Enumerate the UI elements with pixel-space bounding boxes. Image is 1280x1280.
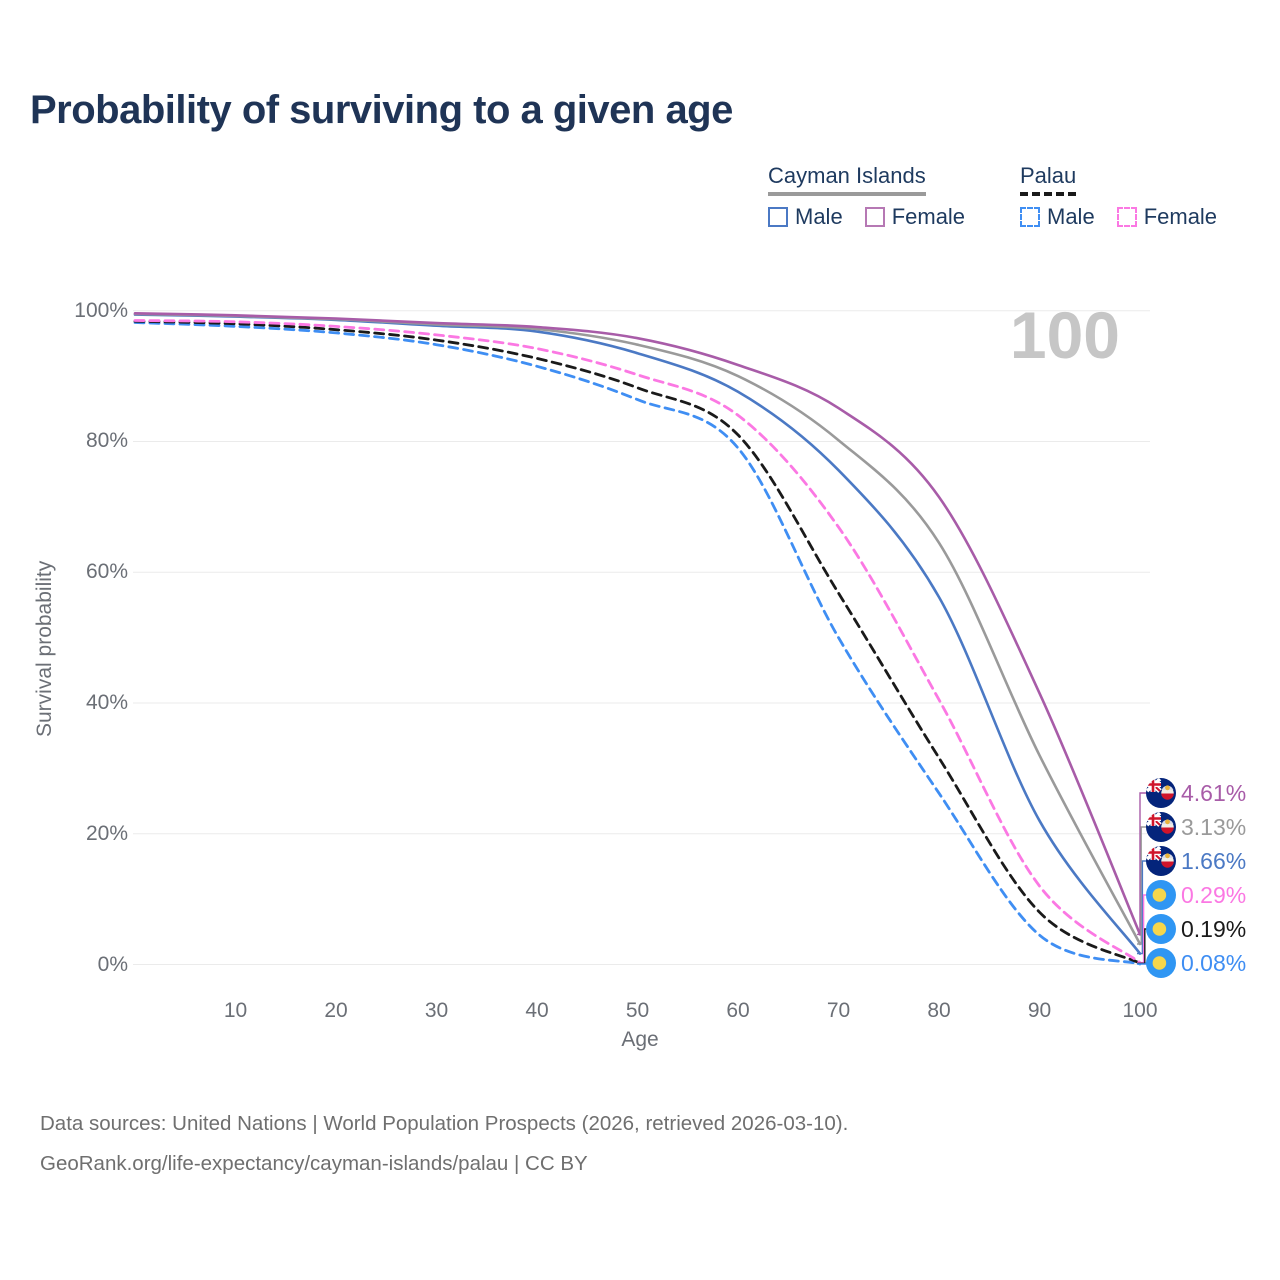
x-axis-tick-label: 70 [826, 999, 851, 1022]
palau-flag-icon [1146, 914, 1176, 944]
leader-line [1137, 860, 1149, 955]
y-axis-tick-label: 80% [85, 429, 128, 453]
y-axis-tick-label: 20% [85, 821, 128, 845]
x-axis-tick-label: 60 [726, 999, 750, 1022]
cayman-islands-flag-icon [1146, 778, 1176, 808]
end-label-value: 0.08% [1181, 949, 1247, 976]
end-label-palau-female: 0.29% [1146, 879, 1246, 911]
y-axis-tick-label: 40% [85, 690, 128, 714]
end-label-value: 4.61% [1181, 779, 1247, 806]
legend-item-label: Female [891, 204, 966, 229]
legend-item-palau-female[interactable]: Female [1116, 204, 1218, 230]
legend-item-label: Male [795, 204, 843, 229]
data-source-line-1: Data sources: United Nations | World Pop… [40, 1112, 849, 1135]
dashed-line-swatch-icon [1020, 207, 1040, 227]
end-label-palau-male: 0.08% [1146, 947, 1246, 979]
legend-group-palau: Palau Male Female [1020, 163, 1217, 230]
legend-item-label: Male [1047, 204, 1095, 229]
dashed-line-swatch-icon [1116, 207, 1137, 227]
legend-item-palau-male[interactable]: Male [1020, 204, 1095, 230]
legend-group-title-cayman-islands[interactable]: Cayman Islands [768, 163, 926, 196]
end-label-cayman-islands-female: 4.61% [1146, 777, 1246, 809]
x-axis-tick-label: 10 [223, 999, 248, 1022]
end-label-value: 3.13% [1181, 813, 1247, 840]
palau-flag-icon [1146, 948, 1176, 978]
series-line-palau-male[interactable] [133, 321, 1142, 966]
legend-item-cayman-male[interactable]: Male [768, 204, 843, 230]
end-label-value: 0.19% [1181, 915, 1247, 942]
series-line-cayman-islands-male[interactable] [133, 313, 1142, 955]
cayman-islands-flag-icon [1146, 812, 1176, 842]
end-label-palau-all: 0.19% [1146, 913, 1246, 945]
solid-line-swatch-icon [768, 207, 788, 227]
leader-line [1137, 826, 1149, 945]
legend-group-title-palau[interactable]: Palau [1020, 163, 1077, 196]
legend-item-label: Female [1143, 204, 1218, 229]
x-axis-tick-label: 80 [927, 999, 951, 1022]
legend-group-cayman-islands: Cayman Islands Male Female [768, 163, 965, 230]
x-axis-tick-label: 20 [324, 999, 348, 1022]
x-axis-tick-label: 30 [424, 999, 449, 1022]
solid-line-swatch-icon [864, 207, 885, 227]
series-line-cayman-islands-all[interactable] [133, 312, 1142, 946]
end-label-cayman-islands-all: 3.13% [1146, 811, 1246, 843]
y-axis-tick-label: 0% [97, 952, 128, 976]
data-source: Data sources: United Nations | World Pop… [40, 1104, 848, 1184]
x-axis-title: Age [621, 1028, 659, 1051]
y-axis-tick-label: 100% [74, 298, 128, 322]
series-line-cayman-islands-female[interactable] [133, 312, 1142, 936]
end-label-value: 1.66% [1181, 847, 1247, 874]
data-source-line-2: GeoRank.org/life-expectancy/cayman-islan… [40, 1152, 588, 1175]
series-line-palau-female[interactable] [133, 319, 1142, 964]
end-label-cayman-islands-male: 1.66% [1146, 845, 1246, 877]
end-label-value: 0.29% [1181, 881, 1247, 908]
x-axis-tick-label: 40 [525, 999, 549, 1022]
legend: Cayman Islands Male Female Palau Male [0, 163, 1280, 243]
cayman-islands-flag-icon [1146, 846, 1176, 876]
palau-flag-icon [1146, 880, 1176, 910]
y-axis-tick-label: 60% [85, 560, 128, 584]
leader-line [1137, 792, 1149, 936]
age-counter-watermark: 100 [1009, 298, 1120, 372]
series-line-palau-all[interactable] [133, 319, 1142, 965]
chart-title: Probability of surviving to a given age [30, 88, 733, 132]
x-axis-tick-label: 90 [1027, 999, 1052, 1022]
legend-item-cayman-female[interactable]: Female [864, 204, 966, 230]
x-axis-tick-label: 50 [625, 999, 650, 1022]
x-axis-tick-label: 100 [1122, 999, 1158, 1022]
